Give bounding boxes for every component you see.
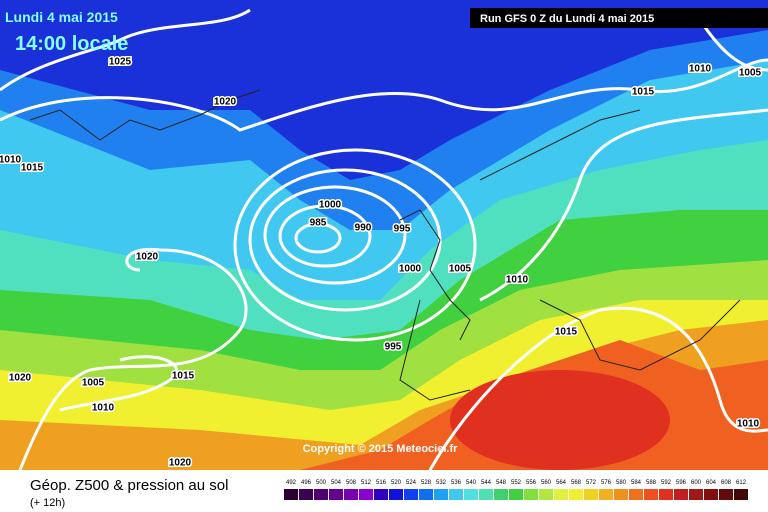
scale-swatch [284,489,298,500]
scale-label: 576 [601,480,612,486]
scale-swatch [314,489,328,500]
isobar-label: 995 [394,224,411,235]
scale-swatch [569,489,583,500]
scale-label: 556 [526,480,537,486]
time: 14:00 locale [15,33,128,55]
scale-label: 512 [361,480,372,486]
scale-swatch [494,489,508,500]
scale-swatch [464,489,478,500]
scale-label: 492 [286,480,297,486]
scale-swatch [584,489,598,500]
isobar-label: 1025 [109,57,132,68]
scale-swatch [614,489,628,500]
scale-swatch [659,489,673,500]
isobar-label: 1015 [172,371,195,382]
scale-label: 560 [541,480,552,486]
scale-swatch [299,489,313,500]
coastlines [29,89,741,401]
scale-label: 532 [436,480,447,486]
footer-lead: (+ 12h) [30,497,65,509]
scale-swatch [704,489,718,500]
isobar-label: 995 [385,342,402,353]
scale-swatch [449,489,463,500]
date: Lundi 4 mai 2015 [5,9,118,25]
scale-swatch [719,489,733,500]
scale-swatch [419,489,433,500]
field-band [450,370,670,470]
isobar-label: 990 [355,223,372,234]
scale-label: 608 [721,480,732,486]
scale-label: 580 [616,480,627,486]
scale-swatch [344,489,358,500]
scale-label: 564 [556,480,567,486]
isobar-label: 1020 [136,252,159,263]
scale-label: 496 [301,480,312,486]
scale-label: 536 [451,480,462,486]
scale-label: 552 [511,480,522,486]
scale-swatch [689,489,703,500]
scale-swatch [404,489,418,500]
scale-swatch [329,489,343,500]
scale-label: 548 [496,480,507,486]
scale-label: 516 [376,480,387,486]
scale-label: 508 [346,480,357,486]
scale-label: 604 [706,480,717,486]
footer-title: Géop. Z500 & pression au sol [30,477,228,494]
run-box [470,8,768,28]
scale-label: 572 [586,480,597,486]
scale-label: 500 [316,480,327,486]
scale-swatch [599,489,613,500]
scale-label: 584 [631,480,642,486]
isobar-label: 1020 [169,458,192,469]
scale-label: 528 [421,480,432,486]
isobar-label: 1005 [739,68,762,79]
scale-label: 596 [676,480,687,486]
scale-label: 592 [661,480,672,486]
isobar-label: 1010 [689,64,712,75]
scale-swatch [434,489,448,500]
isobar-label: 1005 [449,264,472,275]
copyright: Copyright © 2015 Meteociel.fr [303,443,459,455]
scale-label: 588 [646,480,657,486]
isobar-label: 1010 [92,403,115,414]
scale-swatch [359,489,373,500]
isobar-label: 1015 [21,163,44,174]
scale-swatch [734,489,748,500]
scale-swatch [674,489,688,500]
scale-label: 524 [406,480,417,486]
isobars [0,8,768,471]
scale-swatch [374,489,388,500]
isobar-label: 1010 [0,155,22,166]
scale-label: 600 [691,480,702,486]
isobar-label: 1005 [82,378,105,389]
isobar-label: 1015 [555,327,578,338]
scale-swatch [389,489,403,500]
scale-swatch [539,489,553,500]
color-scale: 492 496 500 504 508 512 516 520 524 528 532 536 540 5… [284,480,748,500]
scale-swatch [509,489,523,500]
scale-swatch [629,489,643,500]
scale-label: 540 [466,480,477,486]
isobar-label: 1015 [632,87,655,98]
isobar-label: 985 [310,218,327,229]
isobar-label: 1010 [737,419,760,430]
scale-label: 568 [571,480,582,486]
scale-label: 544 [481,480,492,486]
isobar-label: 1000 [399,264,422,275]
isobar-label: 1020 [9,373,32,384]
isobar-label: 1020 [214,97,237,108]
scale-label: 504 [331,480,342,486]
scale-swatch [554,489,568,500]
isobar-label: 1010 [506,275,529,286]
scale-label: 520 [391,480,402,486]
scale-swatch [644,489,658,500]
isobar-label: 1000 [319,200,342,211]
scale-swatch [479,489,493,500]
scale-swatch [524,489,538,500]
scale-label: 612 [736,480,747,486]
run-info: Run GFS 0 Z du Lundi 4 mai 2015 [480,13,654,25]
